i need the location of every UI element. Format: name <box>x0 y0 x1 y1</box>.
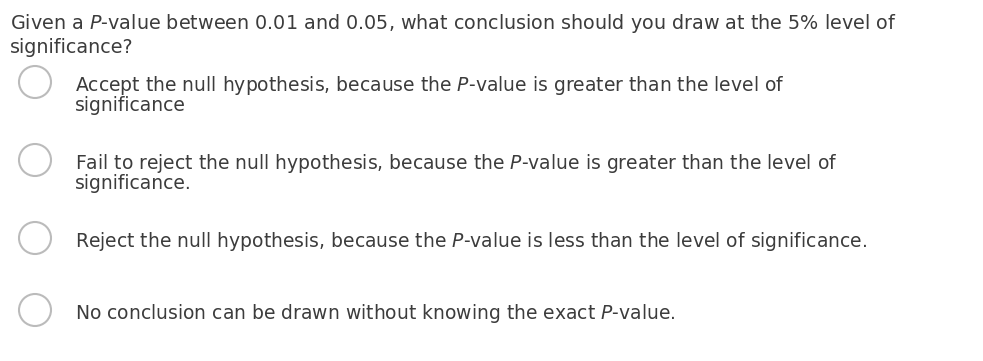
Text: significance?: significance? <box>10 38 134 57</box>
Text: No conclusion can be drawn without knowing the exact $P$-value.: No conclusion can be drawn without knowi… <box>75 302 675 325</box>
Text: significance.: significance. <box>75 174 192 193</box>
Text: Reject the null hypothesis, because the $P$-value is less than the level of sign: Reject the null hypothesis, because the … <box>75 230 867 253</box>
Text: significance: significance <box>75 96 186 115</box>
Text: Accept the null hypothesis, because the $P$-value is greater than the level of: Accept the null hypothesis, because the … <box>75 74 784 97</box>
Text: Given a $P$-value between 0.01 and 0.05, what conclusion should you draw at the : Given a $P$-value between 0.01 and 0.05,… <box>10 12 896 35</box>
Text: Fail to reject the null hypothesis, because the $P$-value is greater than the le: Fail to reject the null hypothesis, beca… <box>75 152 838 175</box>
